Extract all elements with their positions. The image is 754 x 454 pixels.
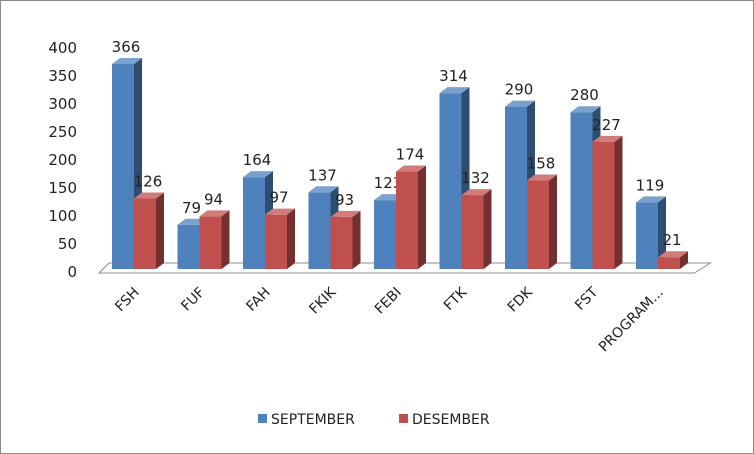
bar-top-desember bbox=[527, 174, 557, 181]
bar-top-desember bbox=[461, 189, 492, 196]
data-label: 21 bbox=[662, 231, 681, 249]
legend-label-september: SEPTEMBER bbox=[271, 412, 355, 428]
bar-september bbox=[439, 93, 462, 269]
bar-desember bbox=[199, 216, 222, 269]
data-label: 174 bbox=[396, 146, 425, 164]
bar-top-desember bbox=[658, 251, 688, 258]
bar-top-september bbox=[570, 106, 601, 113]
bar-desember bbox=[592, 141, 615, 269]
y-tick-label: 150 bbox=[48, 179, 77, 197]
bar-september bbox=[243, 177, 265, 269]
category-label: PROGRAM... bbox=[596, 285, 667, 356]
bar-side-desember bbox=[483, 189, 492, 269]
bar-desember bbox=[658, 257, 680, 269]
bar-desember bbox=[134, 198, 156, 269]
bar-top-september bbox=[636, 196, 666, 203]
data-label: 97 bbox=[269, 189, 288, 207]
legend-swatch-desember bbox=[399, 414, 408, 423]
bar-top-september bbox=[505, 100, 535, 107]
bar-september bbox=[177, 224, 200, 269]
legend-swatch-september bbox=[258, 414, 267, 423]
bar-desember bbox=[396, 171, 418, 269]
bar-desember bbox=[461, 195, 484, 269]
data-label: 119 bbox=[636, 176, 665, 194]
y-tick-label: 300 bbox=[48, 95, 77, 113]
bar-side-desember bbox=[549, 174, 557, 269]
category-label: FEBI bbox=[372, 285, 405, 318]
data-label: 158 bbox=[527, 155, 556, 173]
bar-top-september bbox=[439, 87, 470, 94]
bar-top-september bbox=[112, 58, 142, 65]
bar-september bbox=[505, 106, 527, 269]
bar-september bbox=[374, 200, 396, 269]
bar-top-september bbox=[308, 186, 339, 193]
category-label: FKIK bbox=[306, 284, 339, 317]
data-label: 290 bbox=[505, 81, 534, 99]
bar-top-desember bbox=[330, 210, 361, 217]
bar-september bbox=[570, 112, 593, 269]
y-tick-label: 200 bbox=[48, 151, 77, 169]
category-label: FAH bbox=[244, 285, 274, 315]
bar-top-desember bbox=[199, 210, 230, 217]
category-label: FUF bbox=[178, 285, 208, 315]
bar-top-desember bbox=[592, 135, 623, 142]
bar-desember bbox=[265, 214, 287, 269]
bar-desember bbox=[330, 216, 353, 269]
bar-top-desember bbox=[265, 208, 295, 215]
data-label: 366 bbox=[112, 38, 141, 56]
category-label: FDK bbox=[505, 284, 537, 316]
data-label: 280 bbox=[570, 86, 599, 104]
bar-side-desember bbox=[680, 251, 688, 269]
data-label: 94 bbox=[204, 190, 223, 208]
legend-label-desember: DESEMBER bbox=[412, 412, 490, 428]
y-tick-label: 250 bbox=[48, 123, 77, 141]
data-label: 93 bbox=[335, 191, 354, 209]
category-label: FST bbox=[572, 284, 601, 313]
bar-desember bbox=[527, 180, 549, 269]
y-tick-label: 400 bbox=[48, 39, 77, 57]
bar-september bbox=[636, 202, 658, 269]
y-tick-label: 50 bbox=[58, 235, 77, 253]
data-label: 123 bbox=[374, 174, 403, 192]
data-label: 79 bbox=[182, 199, 201, 217]
y-tick-label: 350 bbox=[48, 67, 77, 85]
bar-top-september bbox=[243, 171, 273, 178]
bar-side-desember bbox=[221, 210, 230, 269]
category-label: FSH bbox=[112, 285, 143, 316]
category-label: FTK bbox=[441, 284, 471, 314]
bar-side-desember bbox=[352, 210, 361, 269]
bar-side-desember bbox=[287, 208, 295, 269]
bar-top-desember bbox=[134, 192, 164, 199]
bar-side-desember bbox=[156, 192, 164, 269]
y-tick-label: 100 bbox=[48, 207, 77, 225]
bar-september bbox=[308, 192, 331, 269]
data-label: 227 bbox=[592, 116, 621, 134]
bar-side-desember bbox=[614, 135, 623, 269]
data-label: 132 bbox=[461, 169, 490, 187]
data-label: 126 bbox=[134, 172, 163, 190]
data-label: 164 bbox=[243, 151, 272, 169]
data-label: 137 bbox=[308, 166, 337, 184]
bar-september bbox=[112, 64, 134, 269]
bar-side-desember bbox=[418, 165, 426, 269]
bar-side-september bbox=[658, 196, 666, 269]
data-label: 314 bbox=[439, 67, 468, 85]
bar-top-desember bbox=[396, 165, 426, 172]
y-tick-label: 0 bbox=[67, 263, 77, 281]
